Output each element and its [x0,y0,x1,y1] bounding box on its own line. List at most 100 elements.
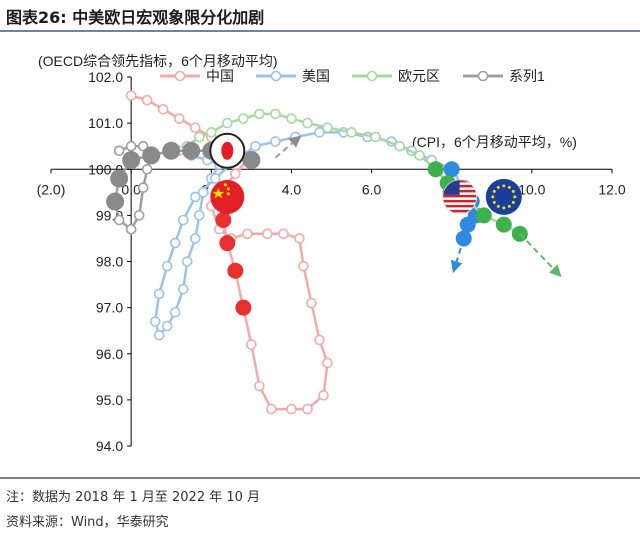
flag-disc [210,179,245,214]
data-source: 资料来源：Wind，华泰研究 [6,515,169,530]
data-point [157,103,169,115]
data-point [459,216,476,233]
japan-flag-icon [209,132,246,169]
data-point [254,108,265,120]
data-point [153,329,165,341]
legend-label: 系列1 [509,68,545,84]
data-point [113,145,125,157]
data-note: 注：数据为 2018 年 1 月至 2022 年 10 月 [6,490,261,505]
flag-star [502,206,506,210]
y-tick-label: 96.0 [96,346,123,362]
data-point [414,150,425,161]
flag-star [492,189,496,193]
data-point [122,151,141,170]
usa-trend-arrow [450,238,465,274]
data-point [262,228,273,240]
flag-star [212,187,225,199]
data-point [133,210,145,221]
flag-sun [221,141,234,160]
x-axis-label: (CPI，6个月移动平均，%) [412,134,577,150]
x-tick-label: 12.0 [598,181,625,197]
legend-label: 美国 [302,68,330,84]
y-axis-label: (OECD综合领先指标，6个月移动平均) [38,53,278,69]
data-point [294,233,305,244]
data-point [137,140,149,152]
data-point [106,192,125,211]
flag-stripe [442,204,477,208]
flag-clip [442,179,477,214]
flag-star [507,185,511,189]
data-point [242,151,261,170]
china-flag-icon [210,179,245,214]
data-point [427,161,444,178]
data-point [197,187,209,198]
flag-star [513,195,517,199]
data-point [278,228,289,240]
legend-swatch-marker [174,70,186,82]
legend-label: 欧元区 [398,68,440,84]
flag-rim [442,179,478,215]
x-tick-label: (2.0) [37,181,66,197]
data-point [394,140,405,152]
flag-stripe [442,199,477,203]
data-point [246,339,257,350]
flag-stripe [442,194,477,198]
legend-swatch-marker [477,70,489,82]
legend-entry: 欧元区 [352,68,440,84]
y-tick-label: 95.0 [96,392,123,408]
data-point [169,306,181,318]
data-point [177,214,189,226]
data-point [306,297,317,309]
legend-label: 中国 [206,68,234,84]
data-point [286,113,297,124]
data-point [270,108,281,120]
data-point [209,173,221,184]
data-point [125,90,137,101]
data-point [238,113,249,124]
data-point [169,237,181,249]
data-point [193,131,205,143]
eu-trend-arrow [519,233,562,278]
series-japan [106,140,261,235]
data-point [177,283,189,295]
data-point [110,169,129,188]
flag-star [502,184,506,188]
flag-star [226,187,230,191]
data-point [250,140,261,152]
flag-star [496,185,500,189]
data-point [322,122,333,134]
data-point [189,191,201,203]
data-point [242,228,253,240]
y-tick-label: 94.0 [96,438,123,454]
data-point [314,334,325,346]
data-point [125,223,137,235]
usa-flag-icon [442,179,478,215]
data-point [125,140,137,152]
data-point [141,163,153,175]
flag-star [223,183,227,187]
data-point [443,161,460,178]
data-point [346,127,357,138]
x-tick-label: 6.0 [362,181,382,197]
data-point [222,117,233,129]
data-point [173,113,185,124]
data-point [161,320,173,332]
data-point [215,211,232,228]
data-point [266,403,277,415]
data-point [181,256,193,267]
data-point [314,127,325,138]
flag-star [511,189,515,193]
data-point [142,146,161,165]
data-point [475,207,492,224]
flag-star [511,200,515,204]
flag-stripe [442,209,477,213]
data-point [141,94,153,106]
legend-entry: 美国 [256,68,330,84]
legend-entry: 中国 [160,68,234,84]
data-point [302,117,313,129]
data-point [113,214,125,226]
data-point [318,389,329,401]
data-point [153,288,165,300]
data-point [189,122,201,134]
